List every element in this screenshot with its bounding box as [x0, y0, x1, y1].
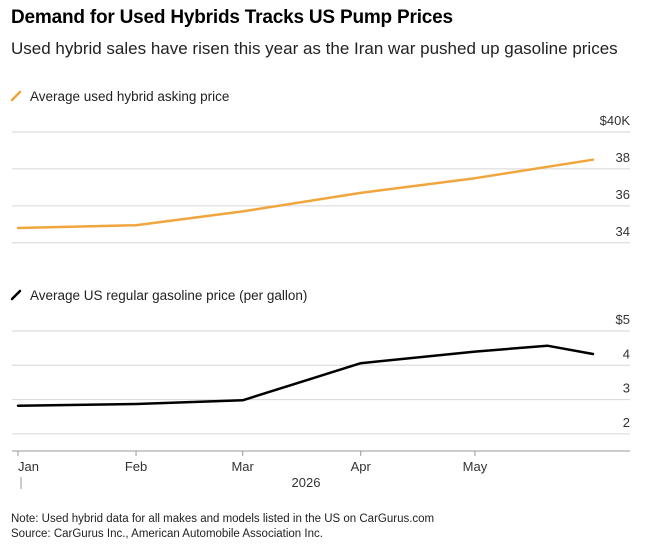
y-tick-label: 4: [623, 346, 630, 361]
chart-note: Note: Used hybrid data for all makes and…: [11, 513, 435, 525]
x-tick-label: Feb: [125, 459, 147, 474]
y-tick-label: $40K: [600, 113, 631, 128]
x-tick-label: Mar: [231, 459, 254, 474]
y-tick-label: $5: [616, 312, 630, 327]
x-tick-label: Apr: [351, 459, 372, 474]
y-tick-label: 34: [616, 224, 630, 239]
y-tick-label: 36: [616, 187, 630, 202]
chart-title: Demand for Used Hybrids Tracks US Pump P…: [11, 7, 453, 28]
legend-swatch-1: [10, 90, 22, 102]
x-tick-label: May: [463, 459, 488, 474]
x-year-label: 2026: [292, 475, 321, 490]
series-line-1: [16, 158, 595, 230]
chart-source: Source: CarGurus Inc., American Automobi…: [11, 528, 323, 540]
chart-subtitle: Used hybrid sales have risen this year a…: [11, 39, 618, 58]
y-tick-label: 2: [623, 415, 630, 430]
legend-label-2: Average US regular gasoline price (per g…: [30, 288, 307, 303]
legend-label-1: Average used hybrid asking price: [30, 89, 229, 104]
y-tick-label: 38: [616, 150, 630, 165]
x-tick-label: Jan: [18, 459, 39, 474]
legend-swatch-2: [10, 289, 22, 301]
y-tick-label: 3: [623, 381, 630, 396]
series-line-2: [16, 344, 595, 407]
